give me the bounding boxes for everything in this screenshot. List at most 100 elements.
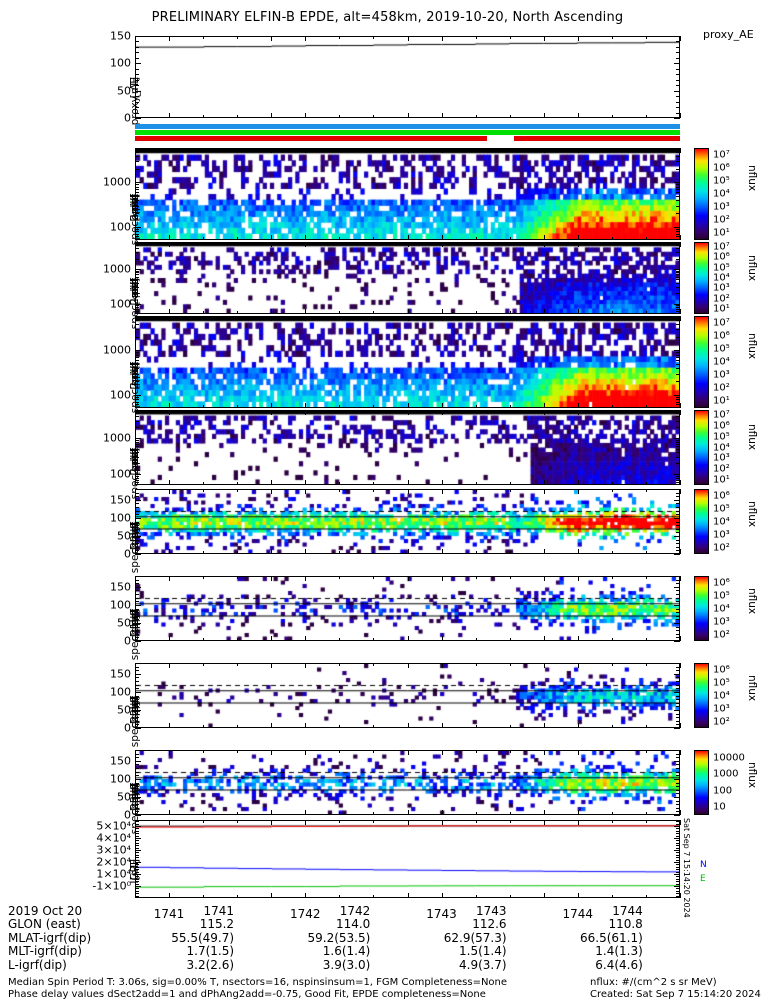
elb-pef-pa-spec2plot-ch3LC-xtick [339,750,341,753]
proxy-ae-tick-label: 50 [117,84,131,98]
elb-pef-en-spec2plot-perp-minor-tick [676,404,680,406]
igrf-minor-tick [676,859,680,861]
igrf-minor-tick [135,826,139,827]
elb-pef-pa-spec2plot-ch1LC-minor-tick [676,612,680,614]
elb-pef-en-spec2plot-para-xtick [203,482,205,485]
elb-pef-pa-spec2plot-ch1LC-minor-tick [135,637,139,639]
igrf-minor-tick [676,854,680,856]
igrf-minor-tick [676,833,680,835]
elb-pef-en-spec2plot-omni-minor-tick [135,161,139,163]
elb-pef-pa-spec2plot-ch3LC-tick [674,760,680,762]
elb-pef-pa-spec2plot-ch1LC-minor-tick [135,615,139,617]
elb-pef-en-spec2plot-para-minor-tick [676,420,680,422]
elb-pef-pa-spec2plot-ch2LC-minor-tick [135,706,139,708]
proxy-ae-minor-tick [676,96,680,98]
colorbar-tick-label: 10⁷ [713,241,730,253]
elb-pef-en-spec2plot-para-xtick [645,410,647,413]
proxy-ae-minor-tick [676,46,680,48]
igrf-minor-tick [676,878,680,880]
elb-pef-pa-spec2plot-ch2LC-xtick [441,663,443,668]
elb-pef-pa-spec2plot-ch2LC-minor-tick [676,713,680,715]
elb-pef-en-spec2plot-anti-xtick [237,311,239,314]
igrf-xtick [543,893,545,898]
elb-pef-en-spec2plot-anti-minor-tick [676,276,680,278]
elb-pef-pa-spec2plot-ch0LC-xtick [339,551,341,554]
elb-pef-en-spec2plot-omni-xtick [271,235,273,240]
elb-pef-pa-spec2plot-ch0LC-xtick [407,549,409,554]
elb-pef-pa-spec2plot-ch0LC-minor-tick [676,496,680,498]
igrf-minor-tick [676,881,680,883]
colorbar-title: nflux [746,761,758,788]
elb-pef-en-spec2plot-perp-tick [674,394,680,396]
table-cell: 3.2(2.6) [186,957,235,972]
proxy-ae-minor-tick [676,41,680,43]
elb-pef-en-spec2plot-anti-minor-tick [676,293,680,295]
elb-pef-en-spec2plot-anti-xtick [407,242,409,247]
elb-pef-pa-spec2plot-ch3LC-xtick [203,812,205,815]
elb-pef-en-spec2plot-perp-minor-tick [676,360,680,362]
igrf-xtick [577,893,579,898]
colorbar-tick-label: 10⁵ [713,343,730,355]
elb-pef-pa-spec2plot-ch1LC-xtick [169,576,171,581]
igrf-minor-tick [135,869,139,871]
table-cell: 1742 [339,904,371,918]
elb-pef-en-spec2plot-para-xtick [680,410,681,415]
elb-pef-pa-spec2plot-ch1LC-xtick [135,636,136,641]
elb-pef-en-spec2plot-para-xtick [475,410,477,413]
igrf-xtick [611,820,613,823]
elb-pef-pa-spec2plot-ch1LC-minor-tick [676,597,680,599]
elb-pef-en-spec2plot-omni-minor-tick [676,161,680,163]
colorbar-tick-label: 10¹ [713,303,730,315]
colorbar-tick-label: 10⁴ [713,272,730,284]
elb-pef-pa-spec2plot-ch1LC-minor-tick [135,579,139,581]
elb-pef-en-spec2plot-perp-xtick [475,316,477,319]
elb-pef-pa-spec2plot-ch1LC-xtick [271,576,273,581]
elb-pef-en-spec2plot-para-minor-tick [135,452,139,454]
elb-pef-en-spec2plot-omni-tick [135,182,141,184]
elb-pef-en-spec2plot-para-minor-tick [135,412,139,414]
elb-pef-en-spec2plot-para-xtick [373,482,375,485]
elb-pef-en-spec2plot-omni-tick [135,226,141,228]
proxy-ae-xtick [135,113,136,118]
igrf-xtick [509,820,511,823]
igrf-minor-tick [676,876,680,878]
igrf-minor-tick [676,874,680,875]
igrf-xtick [407,893,409,898]
elb-pef-en-spec2plot-omni-xtick [305,235,307,240]
igrf-minor-tick [135,874,139,875]
elb-pef-en-spec2plot-perp-ylabel-line: [keV] [129,362,141,390]
x-tick-label: 1743 [426,907,457,921]
elb-pef-pa-spec2plot-ch1LC-tick [674,586,680,588]
elb-pef-en-spec2plot-anti-minor-tick [135,306,139,308]
elb-pef-pa-spec2plot-ch1LC-minor-tick [135,583,139,585]
elb-pef-pa-spec2plot-ch2LC-minor-tick [676,717,680,719]
elb-pef-pa-spec2plot-ch2LC-tick-label: 0 [124,721,131,735]
panel-igrf [135,820,680,898]
elb-pef-pa-spec2plot-ch2LC-minor-tick [135,713,139,715]
elb-pef-pa-spec2plot-ch3LC-xtick [339,812,341,815]
igrf-xtick [407,820,409,825]
proxy-ae-minor-tick [135,46,139,48]
elb-pef-en-spec2plot-anti-minor-tick [135,282,139,284]
elb-pef-pa-spec2plot-ch0LC-tick [135,499,141,501]
elb-pef-pa-spec2plot-ch2LC-xtick [203,663,205,666]
elb-pef-en-spec2plot-perp-xtick [577,316,579,321]
elb-pef-pa-spec2plot-ch2LC-minor-tick [135,699,139,701]
elb-pef-en-spec2plot-anti-xtick [680,242,681,247]
proxy-ae-tick-label: 100 [110,56,131,70]
elb-pef-en-spec2plot-perp-xtick [271,316,273,321]
igrf-minor-tick [135,833,139,835]
elb-pef-en-spec2plot-perp-xtick [441,316,443,321]
elb-pef-pa-spec2plot-ch1LC-tick [135,622,141,624]
elb-pef-en-spec2plot-para-minor-tick [135,439,139,441]
elb-pef-pa-spec2plot-ch0LC-minor-tick [676,510,680,512]
igrf-xtick [441,820,443,825]
elb-pef-pa-spec2plot-ch2LC-xtick [271,663,273,668]
elb-pef-en-spec2plot-perp-minor-tick [676,316,680,317]
elb-pef-pa-spec2plot-ch3LC-tick [135,815,141,816]
elb-pef-pa-spec2plot-ch1LC-minor-tick [676,601,680,603]
colorbar-elb-pef-pa-spec2plot-ch1LC [694,576,709,641]
elb-pef-pa-spec2plot-ch3LC-xtick [373,812,375,815]
igrf-legend-E: E [700,874,706,884]
igrf-minor-tick [676,840,680,842]
